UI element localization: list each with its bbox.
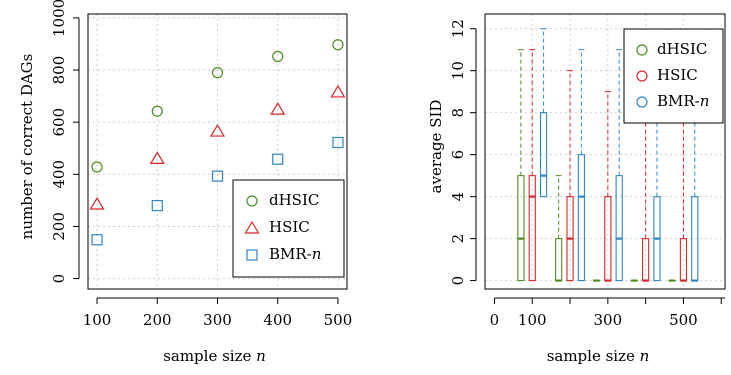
- left-x-axis-title: sample size n: [163, 347, 266, 365]
- right-y-tick-label: 2: [449, 234, 467, 244]
- left-x-tick-label: 300: [203, 311, 232, 329]
- right-y-tick-label: 10: [449, 61, 467, 80]
- right-x-axis-title: sample size n: [547, 347, 650, 365]
- right-y-tick-label: 4: [449, 192, 467, 202]
- left-y-tick-label: 800: [50, 56, 68, 85]
- right-x-tick-label: 0: [490, 311, 500, 329]
- right-y-tick-label: 0: [449, 276, 467, 286]
- right-x-tick-label: 100: [518, 311, 547, 329]
- left-x-tick-label: 200: [143, 311, 172, 329]
- left-y-tick-label: 200: [50, 212, 68, 241]
- left-y-tick-label: 400: [50, 160, 68, 189]
- right-legend: dHSIC HSIC BMR-n: [624, 29, 723, 123]
- left-y-axis-title: number of correct DAGs: [18, 54, 36, 240]
- left-legend-label: BMR-n: [269, 245, 321, 263]
- left-x-tick-label: 100: [83, 311, 112, 329]
- right-x-tick-label: 300: [594, 311, 623, 329]
- right-box-dHSIC: [556, 239, 562, 281]
- right-y-tick-label: 6: [449, 150, 467, 160]
- right-box-BMR: [616, 176, 622, 281]
- right-x-tick-label: 500: [669, 311, 698, 329]
- left-y-tick-label: 0: [50, 274, 68, 284]
- left-y-tick-label: 1000: [50, 0, 68, 37]
- right-legend-label: dHSIC: [657, 40, 707, 58]
- left-x-tick-label: 500: [324, 311, 353, 329]
- right-box-BMR: [578, 155, 584, 281]
- right-legend-label: HSIC: [657, 66, 698, 84]
- left-legend-label: dHSIC: [269, 191, 319, 209]
- right-box-dHSIC: [518, 176, 524, 281]
- left-legend-label: HSIC: [269, 218, 310, 236]
- left-legend: dHSIC HSIC BMR-n: [233, 180, 344, 277]
- right-y-tick-label: 8: [449, 108, 467, 118]
- right-legend-label: BMR-n: [657, 92, 709, 110]
- right-y-tick-label: 12: [449, 19, 467, 38]
- left-y-tick-label: 600: [50, 108, 68, 137]
- left-x-tick-label: 400: [263, 311, 292, 329]
- right-y-axis-title: average SID: [427, 100, 445, 194]
